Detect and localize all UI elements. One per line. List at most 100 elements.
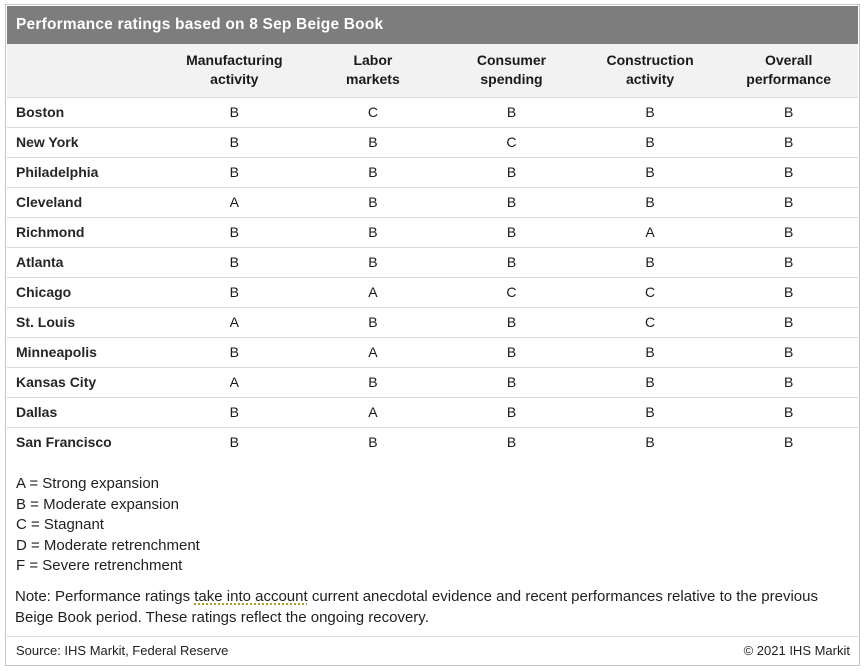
legend-item-b: B = Moderate expansion (16, 495, 180, 513)
district-cell: Dallas (7, 397, 165, 428)
rating-cell: B (442, 157, 581, 188)
rating-cell: B (442, 307, 581, 338)
rating-cell: B (506, 434, 517, 451)
rating-cell: B (580, 337, 720, 368)
rating-cell: B (442, 397, 581, 428)
table-row: San Francisco B B B B B (7, 427, 858, 457)
district-column-header (7, 44, 165, 98)
rating-legend: A = Strong expansion B = Moderate expans… (7, 457, 858, 577)
rating-cell: B (719, 97, 858, 128)
rating-cell: B (303, 187, 443, 218)
district-cell: Cleveland (7, 187, 165, 218)
header-row: Manufacturing activity Labor markets Consume… (7, 44, 858, 98)
legend-item-c: C = Stagnant (16, 516, 104, 533)
table-header: Manufacturing activity Labor markets Consume… (7, 44, 858, 98)
rating-cell: B (442, 217, 581, 248)
rating-cell: B (165, 157, 304, 188)
table-row: Chicago B A C C B (7, 277, 858, 308)
rating-cell: B (719, 307, 858, 338)
rating-cell: B (303, 307, 443, 338)
district-cell: Atlanta (7, 247, 165, 278)
rating-cell: B (165, 217, 304, 248)
table-row: Atlanta B B B B B (7, 247, 858, 278)
rating-cell: B (165, 277, 304, 308)
rating-cell: C (442, 277, 581, 308)
rating-cell: B (165, 247, 304, 278)
rating-cell: B (784, 434, 794, 451)
performance-ratings-card: Performance ratings based on 8 Sep Beige… (5, 4, 860, 666)
legend-item-a: A = Strong expansion (16, 475, 160, 492)
rating-cell: B (165, 337, 304, 368)
table-row: Kansas City A B B B B (7, 367, 858, 398)
column-header-overall-performance: Overall performance (719, 44, 858, 98)
rating-cell: C (303, 97, 443, 128)
rating-cell: A (303, 337, 443, 368)
rating-cell: B (165, 127, 304, 158)
table-row: Philadelphia B B B B B (7, 157, 858, 188)
rating-cell: A (303, 397, 443, 428)
table-row: New York B B C B B (7, 127, 858, 158)
note-underlined-phrase: take into account (194, 587, 308, 605)
district-cell: San Francisco (16, 434, 112, 451)
ratings-table: Manufacturing activity Labor markets Consume… (7, 44, 858, 457)
rating-cell: B (719, 277, 858, 308)
rating-cell: B (368, 434, 378, 451)
rating-cell: A (165, 367, 304, 398)
table-row: Boston B C B B B (7, 97, 858, 128)
rating-cell: B (645, 434, 655, 451)
district-cell: Chicago (7, 277, 165, 308)
district-cell: Boston (7, 97, 165, 128)
rating-cell: B (303, 367, 443, 398)
column-header-consumer-spending: Consumer spending (442, 44, 581, 98)
rating-cell: A (303, 277, 443, 308)
rating-cell: A (165, 307, 304, 338)
rating-cell: B (580, 247, 720, 278)
rating-cell: B (442, 97, 581, 128)
rating-cell: B (719, 337, 858, 368)
rating-cell: B (303, 247, 443, 278)
rating-cell: B (442, 337, 581, 368)
rating-cell: B (303, 157, 443, 188)
note-paragraph: Note: Performance ratings take into acco… (7, 577, 858, 628)
column-header-labor-markets: Labor markets (303, 44, 443, 98)
rating-cell: B (442, 187, 581, 218)
table-row: Minneapolis B A B B B (7, 337, 858, 368)
rating-cell: C (580, 307, 720, 338)
rating-cell: B (719, 157, 858, 188)
rating-cell: B (580, 367, 720, 398)
column-header-manufacturing-activity: Manufacturing activity (165, 44, 304, 98)
rating-cell: B (719, 217, 858, 248)
rating-cell: C (442, 127, 581, 158)
rating-cell: B (303, 127, 443, 158)
rating-cell: B (719, 187, 858, 218)
district-cell: Philadelphia (7, 157, 165, 188)
legend-item-f: F = Severe retrenchment (16, 557, 183, 574)
rating-cell: B (165, 397, 304, 428)
rating-cell: B (442, 247, 581, 278)
district-cell: St. Louis (7, 307, 165, 338)
rating-cell: C (580, 277, 720, 308)
district-cell: Kansas City (7, 367, 165, 398)
rating-cell: A (165, 187, 304, 218)
footer: Source: IHS Markit, Federal Reserve © 20… (7, 636, 858, 664)
rating-cell: B (580, 397, 720, 428)
column-header-construction-activity: Construction activity (580, 44, 720, 98)
district-cell: New York (7, 127, 165, 158)
rating-cell: B (719, 127, 858, 158)
note-text-prefix: Note: Performance ratings (15, 587, 195, 605)
legend-item-d: D = Moderate retrenchment (16, 536, 200, 554)
rating-cell: B (442, 367, 581, 398)
rating-cell: B (229, 434, 239, 451)
rating-cell: B (719, 367, 858, 398)
rating-cell: B (719, 247, 858, 278)
rating-cell: B (580, 157, 720, 188)
table-row: St. Louis A B B C B (7, 307, 858, 338)
table-body: Boston B C B B B New York B B C B B Philadelphia B B B B… (7, 97, 858, 457)
rating-cell: B (303, 217, 443, 248)
district-cell: Minneapolis (7, 337, 165, 368)
rating-cell: B (580, 97, 720, 128)
rating-cell: B (580, 127, 720, 158)
table-row: Dallas B A B B B (7, 397, 858, 428)
rating-cell: B (719, 397, 858, 428)
copyright-text: © 2021 IHS Markit (743, 643, 850, 658)
